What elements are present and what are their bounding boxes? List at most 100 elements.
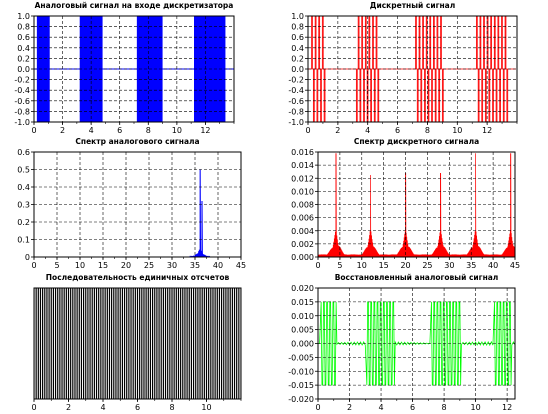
y-tick-label: 0.015 (291, 298, 314, 307)
y-tick-label: -0.015 (288, 381, 314, 390)
y-tick-label: 0.012 (291, 174, 314, 183)
y-tick-label: 0.8 (291, 23, 304, 32)
y-tick-label: 0.2 (17, 54, 30, 63)
y-tick-label: -0.4 (14, 86, 30, 95)
y-tick-label: 0.002 (291, 240, 314, 249)
x-tick-label: 12 (200, 126, 210, 135)
x-tick-label: 10 (75, 261, 85, 270)
y-tick-label: 0.0 (17, 65, 30, 74)
chart-title: Спектр аналогового сигнала (75, 137, 199, 146)
x-tick-label: 6 (135, 403, 140, 412)
y-tick-label: -1.0 (288, 118, 304, 127)
x-tick-label: 6 (410, 403, 415, 412)
x-tick-label: 8 (442, 403, 447, 412)
chart-title: Аналоговый сигнал на входе дискретизатор… (35, 1, 234, 10)
x-tick-label: 0 (31, 403, 36, 412)
x-tick-label: 8 (169, 403, 174, 412)
chart-title: Восстановленный аналоговый сигнал (335, 273, 499, 282)
y-tick-label: 0.3 (17, 201, 30, 210)
x-tick-label: 25 (422, 261, 432, 270)
y-tick-label: -0.4 (288, 86, 304, 95)
x-tick-label: 0 (315, 261, 320, 270)
x-tick-label: 15 (379, 261, 389, 270)
y-tick-label: -0.2 (14, 76, 30, 85)
spectrum-line (34, 169, 241, 257)
y-tick-label: 1.0 (17, 12, 30, 21)
y-tick-label: 0.000 (291, 340, 314, 349)
x-tick-label: 2 (60, 126, 65, 135)
x-tick-label: 0 (315, 403, 320, 412)
x-tick-label: 12 (502, 403, 512, 412)
y-tick-label: 1.0 (291, 12, 304, 21)
x-tick-label: 45 (510, 261, 520, 270)
x-tick-label: 20 (400, 261, 410, 270)
y-tick-label: 0.4 (291, 44, 304, 53)
chart-title: Последовательность единичных отсчетов (46, 273, 230, 282)
series-analog-spectrum (34, 169, 241, 257)
x-tick-label: 5 (54, 261, 59, 270)
x-tick-label: 25 (144, 261, 154, 270)
x-tick-label: 40 (213, 261, 223, 270)
y-tick-label: 0.010 (291, 312, 314, 321)
x-tick-label: 6 (395, 126, 400, 135)
x-tick-label: 0 (31, 126, 36, 135)
y-tick-label: 0.4 (17, 183, 30, 192)
panel-analog: Аналоговый сигнал на входе дискретизатор… (14, 1, 235, 135)
y-tick-label: -0.6 (288, 97, 304, 106)
y-tick-label: 0.1 (17, 236, 30, 245)
y-tick-label: -0.8 (14, 107, 30, 116)
y-tick-label: 0.6 (17, 148, 30, 157)
y-tick-label: 0.8 (17, 23, 30, 32)
x-tick-label: 10 (471, 403, 481, 412)
y-tick-label: 0.6 (291, 33, 304, 42)
y-tick-label: 0.0 (291, 65, 304, 74)
x-tick-label: 20 (121, 261, 131, 270)
series-discrete-spectrum (318, 153, 515, 257)
x-tick-label: 30 (444, 261, 454, 270)
y-tick-label: 0.5 (17, 166, 30, 175)
y-tick-label: -0.010 (288, 367, 314, 376)
y-tick-label: 0.4 (17, 44, 30, 53)
y-tick-label: -0.005 (288, 353, 314, 362)
x-tick-label: 0 (31, 261, 36, 270)
x-tick-label: 45 (236, 261, 246, 270)
x-tick-label: 4 (378, 403, 383, 412)
x-tick-label: 2 (335, 126, 340, 135)
x-tick-label: 35 (466, 261, 476, 270)
panel-pulse-train: Последовательность единичных отсчетов 0 2 4… (31, 273, 242, 412)
x-tick-label: 35 (190, 261, 200, 270)
y-tick-label: -0.2 (288, 76, 304, 85)
x-tick-label: 4 (100, 403, 105, 412)
panel-analog-spectrum: Спектр аналогового сигнала 0 5 10 15 20 25 30 35… (17, 137, 246, 270)
y-tick-label: 0.004 (291, 227, 314, 236)
chart-title: Спектр дискретного сигнала (354, 137, 479, 146)
y-tick-label: 0.2 (17, 218, 30, 227)
y-tick-label: 0.016 (291, 148, 314, 157)
x-tick-label: 10 (201, 403, 211, 412)
x-tick-label: 30 (167, 261, 177, 270)
panel-discrete-spectrum: Спектр дискретного сигнала 0 5 10 15 20 25 30 35… (291, 137, 520, 270)
x-tick-label: 10 (452, 126, 462, 135)
x-tick-label: 40 (488, 261, 498, 270)
x-tick-label: 10 (172, 126, 182, 135)
y-tick-label: 0.014 (291, 161, 314, 170)
y-tick-label: 0 (25, 253, 30, 262)
x-tick-label: 10 (357, 261, 367, 270)
y-tick-label: 0.020 (291, 284, 314, 293)
spectrum-line (318, 153, 515, 257)
x-tick-label: 2 (347, 403, 352, 412)
y-tick-label: 0.006 (291, 214, 314, 223)
x-tick-label: 8 (146, 126, 151, 135)
y-tick-label: 0.005 (291, 326, 314, 335)
y-tick-label: 0.008 (291, 201, 314, 210)
y-tick-label: 0.2 (291, 54, 304, 63)
y-tick-label: 0.000 (291, 253, 314, 262)
y-tick-label: 0.010 (291, 187, 314, 196)
y-tick-label: -0.6 (14, 97, 30, 106)
x-tick-label: 6 (117, 126, 122, 135)
x-tick-label: 0 (305, 126, 310, 135)
x-tick-label: 15 (98, 261, 108, 270)
x-tick-label: 4 (89, 126, 94, 135)
chart-title: Дискретный сигнал (370, 1, 455, 10)
